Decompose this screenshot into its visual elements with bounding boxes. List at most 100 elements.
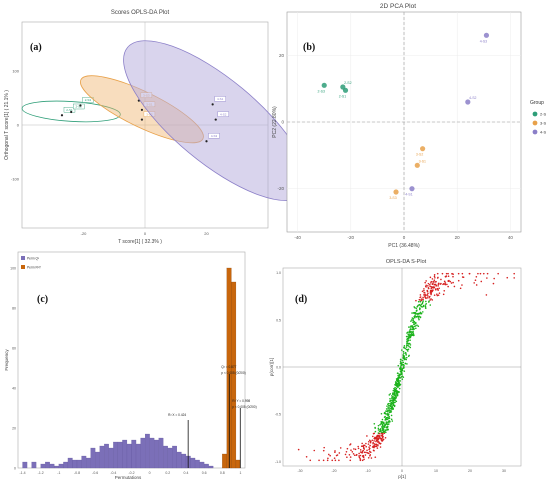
- panel-d-feature-point: [374, 430, 377, 433]
- panel-d-feature-point: [396, 394, 399, 397]
- panel-d-feature-point: [403, 367, 405, 369]
- panel-d-feature-point: [436, 293, 438, 296]
- panel-d-feature-point: [327, 457, 329, 460]
- panel-a-title: Scores OPLS-DA Plot: [111, 10, 170, 16]
- panel-d-feature-point: [394, 394, 397, 396]
- panel-d-feature-point: [358, 452, 360, 455]
- panel-d-feature-point: [358, 455, 360, 457]
- panel-c-q2-bar: [158, 437, 164, 469]
- panel-d-feature-point: [362, 456, 365, 459]
- panel-d-feature-point: [384, 424, 386, 427]
- panel-d-feature-point: [354, 448, 357, 451]
- panel-d-feature-point: [419, 296, 421, 299]
- panel-c-r2y-bar: [231, 281, 237, 469]
- panel-b-point-label: 3-S1: [419, 159, 426, 163]
- panel-d-feature-point: [410, 331, 412, 334]
- panel-a-point-label: 2-S1: [66, 108, 73, 112]
- panel-d-feature-point: [448, 279, 450, 282]
- panel-d-feature-point: [410, 330, 412, 333]
- panel-d-feature-point: [462, 276, 465, 279]
- panel-d-feature-point: [433, 275, 436, 278]
- panel-d-feature-point: [411, 328, 413, 331]
- panel-d-ytick-label: -0.5: [275, 413, 281, 417]
- panel-c-q2-bar: [172, 445, 178, 469]
- panel-d-feature-point: [405, 356, 408, 359]
- panel-d-feature-point: [373, 422, 376, 425]
- panel-d-feature-point: [446, 283, 448, 286]
- panel-d-feature-point: [363, 448, 366, 450]
- panel-d-feature-point: [381, 431, 383, 434]
- panel-d-feature-point: [429, 299, 431, 301]
- panel-c-letter: (c): [37, 294, 48, 305]
- panel-c-q2-bar: [31, 461, 37, 469]
- panel-d-feature-point: [371, 439, 374, 442]
- panel-d-feature-point: [407, 339, 410, 342]
- panel-d-feature-point: [401, 359, 404, 362]
- panel-d-feature-point: [475, 275, 478, 278]
- panel-d-feature-point: [415, 310, 418, 312]
- panel-d-feature-point: [420, 312, 422, 315]
- panel-d-feature-point: [486, 272, 489, 275]
- panel-d-feature-point: [385, 426, 388, 428]
- panel-d-feature-point: [338, 459, 340, 462]
- panel-d-feature-point: [396, 372, 399, 374]
- panel-d-feature-point: [427, 285, 429, 287]
- panel-d-feature-point: [395, 388, 397, 391]
- panel-d-feature-point: [406, 343, 408, 345]
- panel-d-feature-point: [362, 446, 365, 449]
- panel-d-feature-point: [387, 411, 389, 413]
- panel-d-feature-point: [421, 311, 424, 313]
- panel-d-feature-point: [384, 436, 387, 439]
- panel-c-q2-bar: [22, 461, 28, 469]
- panel-d-feature-point: [391, 405, 393, 407]
- panel-c-r2y-bar: [235, 459, 241, 469]
- panel-d-feature-point: [404, 351, 407, 354]
- panel-d-feature-point: [359, 457, 361, 460]
- panel-d-feature-point: [409, 328, 411, 331]
- panel-d-feature-point: [382, 438, 385, 441]
- panel-c-q2-pvalue: p < 0.005 (0/200): [221, 371, 245, 375]
- panel-d-feature-point: [416, 312, 419, 315]
- panel-d-feature-point: [432, 282, 434, 285]
- panel-d-feature-point: [433, 281, 435, 283]
- panel-d-feature-point: [406, 344, 408, 347]
- panel-d-feature-point: [428, 295, 431, 298]
- panel-d-feature-point: [407, 342, 410, 345]
- panel-d-feature-point: [406, 338, 408, 341]
- panel-c-q2-bar: [208, 465, 214, 469]
- panel-d-feature-point: [323, 446, 325, 449]
- panel-d-feature-point: [398, 377, 400, 380]
- panel-c-q2-bar: [194, 459, 200, 469]
- panel-d-feature-point: [401, 369, 404, 372]
- panel-d-feature-point: [373, 440, 375, 442]
- panel-d-feature-point: [445, 272, 448, 275]
- panel-d-feature-point: [345, 450, 348, 453]
- panel-d-feature-point: [384, 429, 387, 431]
- panel-d-feature-point: [468, 272, 471, 275]
- panel-d-feature-point: [391, 420, 394, 422]
- panel-d-feature-point: [416, 324, 418, 326]
- panel-a-ylabel: Orthogonal T score[1] ( 21.1% ): [4, 90, 10, 160]
- panel-d-feature-point: [441, 272, 444, 275]
- panel-c-q2-bar: [67, 457, 73, 469]
- panel-b-ytick-label: -20: [277, 186, 284, 191]
- panel-d-feature-point: [388, 415, 390, 418]
- panel-d-feature-point: [497, 272, 499, 275]
- panel-c-q2-bar: [131, 439, 137, 469]
- panel-b-point: [420, 146, 426, 152]
- panel-b-point-label: 2-S1: [339, 94, 346, 98]
- panel-d-feature-point: [365, 442, 367, 445]
- panel-d-feature-point: [425, 280, 427, 282]
- panel-d-feature-point: [411, 325, 414, 327]
- panel-b-point-label: 3-S3: [389, 196, 396, 200]
- panel-b-point: [393, 189, 399, 195]
- panel-d-feature-point: [477, 272, 479, 275]
- panel-c-q2-bar: [76, 459, 82, 469]
- panel-d-feature-point: [427, 295, 429, 297]
- panel-d-feature-point: [424, 305, 427, 308]
- panel-d-feature-point: [392, 403, 394, 406]
- panel-d-feature-point: [421, 290, 424, 293]
- panel-d-feature-point: [346, 447, 349, 450]
- panel-c-xtick-label: -1.2: [38, 471, 44, 475]
- panel-d-feature-point: [397, 364, 400, 367]
